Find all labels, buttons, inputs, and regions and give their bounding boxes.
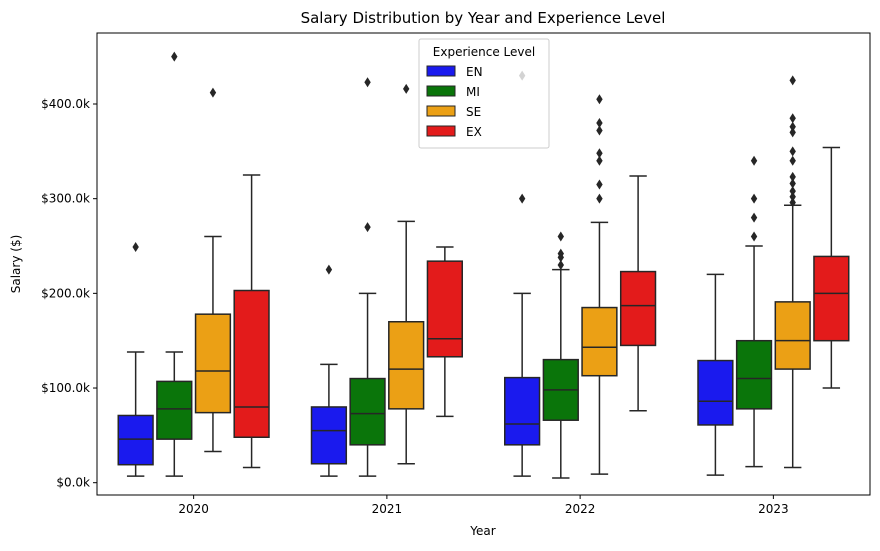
outlier-point	[789, 146, 796, 157]
outlier-point	[789, 171, 796, 182]
box-EX-2023	[813, 146, 850, 389]
y-tick-label: $100.0k	[41, 381, 90, 395]
x-axis-label: Year	[469, 524, 495, 538]
legend-swatch	[426, 65, 456, 77]
x-tick-label: 2023	[758, 502, 789, 516]
outlier-point	[596, 94, 603, 105]
legend-label: EX	[466, 125, 482, 139]
outlier-point	[750, 155, 758, 166]
outlier-point	[789, 178, 796, 189]
box-MI-2022	[542, 231, 579, 479]
box-iqr	[504, 376, 541, 446]
legend-items: EN MI SE EX	[426, 65, 483, 139]
y-axis-label: Salary ($)	[9, 235, 23, 294]
legend-label: EN	[466, 65, 483, 79]
box-MI-2023	[735, 155, 773, 468]
legend-swatch	[426, 125, 456, 137]
outlier-point	[596, 125, 603, 136]
x-tick-label: 2022	[565, 502, 596, 516]
outlier-point	[518, 193, 526, 204]
box-EX-2022	[619, 175, 657, 412]
box-iqr	[233, 289, 270, 439]
legend-item-EN: EN	[426, 65, 483, 79]
box-EN-2021	[310, 264, 348, 477]
outlier-point	[750, 231, 758, 242]
outlier-point	[789, 186, 796, 197]
legend-swatch	[426, 105, 456, 117]
outlier-point	[209, 87, 217, 98]
box-iqr	[735, 339, 773, 410]
box-SE-2021	[388, 83, 425, 465]
y-tick-label: $400.0k	[41, 97, 90, 111]
outlier-point	[789, 155, 796, 166]
box-iqr	[117, 414, 154, 466]
box-iqr	[813, 255, 850, 342]
outlier-point	[364, 222, 371, 233]
plot-frame	[96, 32, 871, 496]
outlier-point	[557, 231, 564, 242]
legend-item-MI: MI	[426, 85, 480, 99]
outlier-point	[789, 197, 796, 208]
box-iqr	[426, 260, 463, 358]
outlier-point	[596, 179, 603, 190]
legend-swatch	[426, 85, 456, 97]
outlier-point	[596, 193, 603, 204]
outlier-point	[557, 248, 564, 259]
outlier-point	[789, 75, 796, 86]
outlier-point	[596, 148, 603, 159]
chart-title: Salary Distribution by Year and Experien…	[301, 9, 666, 27]
outlier-point	[596, 117, 603, 128]
box-iqr	[194, 313, 232, 414]
legend-title: Experience Level	[433, 45, 535, 59]
legend: Experience Level EN MI SE EX	[418, 38, 550, 149]
box-EN-2020	[117, 241, 154, 477]
box-iqr	[349, 377, 386, 446]
y-tick-label: $200.0k	[41, 286, 90, 300]
outlier-point	[789, 191, 796, 202]
legend-label: MI	[466, 85, 480, 99]
outlier-point	[789, 127, 796, 138]
y-tick-label: $0.0k	[56, 476, 90, 490]
box-iqr	[697, 359, 734, 426]
box-iqr	[619, 270, 657, 347]
outlier-point	[789, 121, 796, 132]
x-tick-label: 2021	[372, 502, 403, 516]
axes: $0.0k $100.0k $200.0k $300.0k $400.0k 2020 202…	[41, 97, 789, 516]
y-tick-label: $300.0k	[41, 192, 90, 206]
box-iqr	[156, 380, 193, 440]
legend-item-EX: EX	[426, 125, 482, 139]
box-iqr	[388, 321, 425, 410]
box-MI-2021	[349, 77, 386, 477]
outlier-point	[596, 155, 603, 166]
outlier-point	[789, 113, 796, 124]
x-tick-label: 2020	[178, 502, 209, 516]
boxplot-marks	[117, 51, 850, 479]
box-SE-2023	[774, 75, 811, 469]
box-EX-2020	[233, 174, 270, 469]
outlier-point	[750, 212, 758, 223]
box-MI-2020	[156, 51, 193, 477]
outlier-point	[325, 264, 333, 275]
box-iqr	[310, 406, 348, 465]
box-SE-2022	[581, 94, 618, 475]
box-EX-2021	[426, 246, 463, 418]
legend-label: SE	[466, 105, 481, 119]
outlier-point	[403, 83, 410, 94]
box-iqr	[581, 306, 618, 377]
outlier-point	[557, 259, 564, 270]
box-EN-2023	[697, 273, 734, 476]
box-iqr	[774, 301, 811, 370]
outlier-point	[364, 77, 371, 88]
outlier-point	[132, 241, 139, 252]
outlier-point	[750, 193, 758, 204]
legend-item-SE: SE	[426, 105, 481, 119]
box-SE-2020	[194, 87, 232, 453]
outlier-point	[171, 51, 178, 62]
